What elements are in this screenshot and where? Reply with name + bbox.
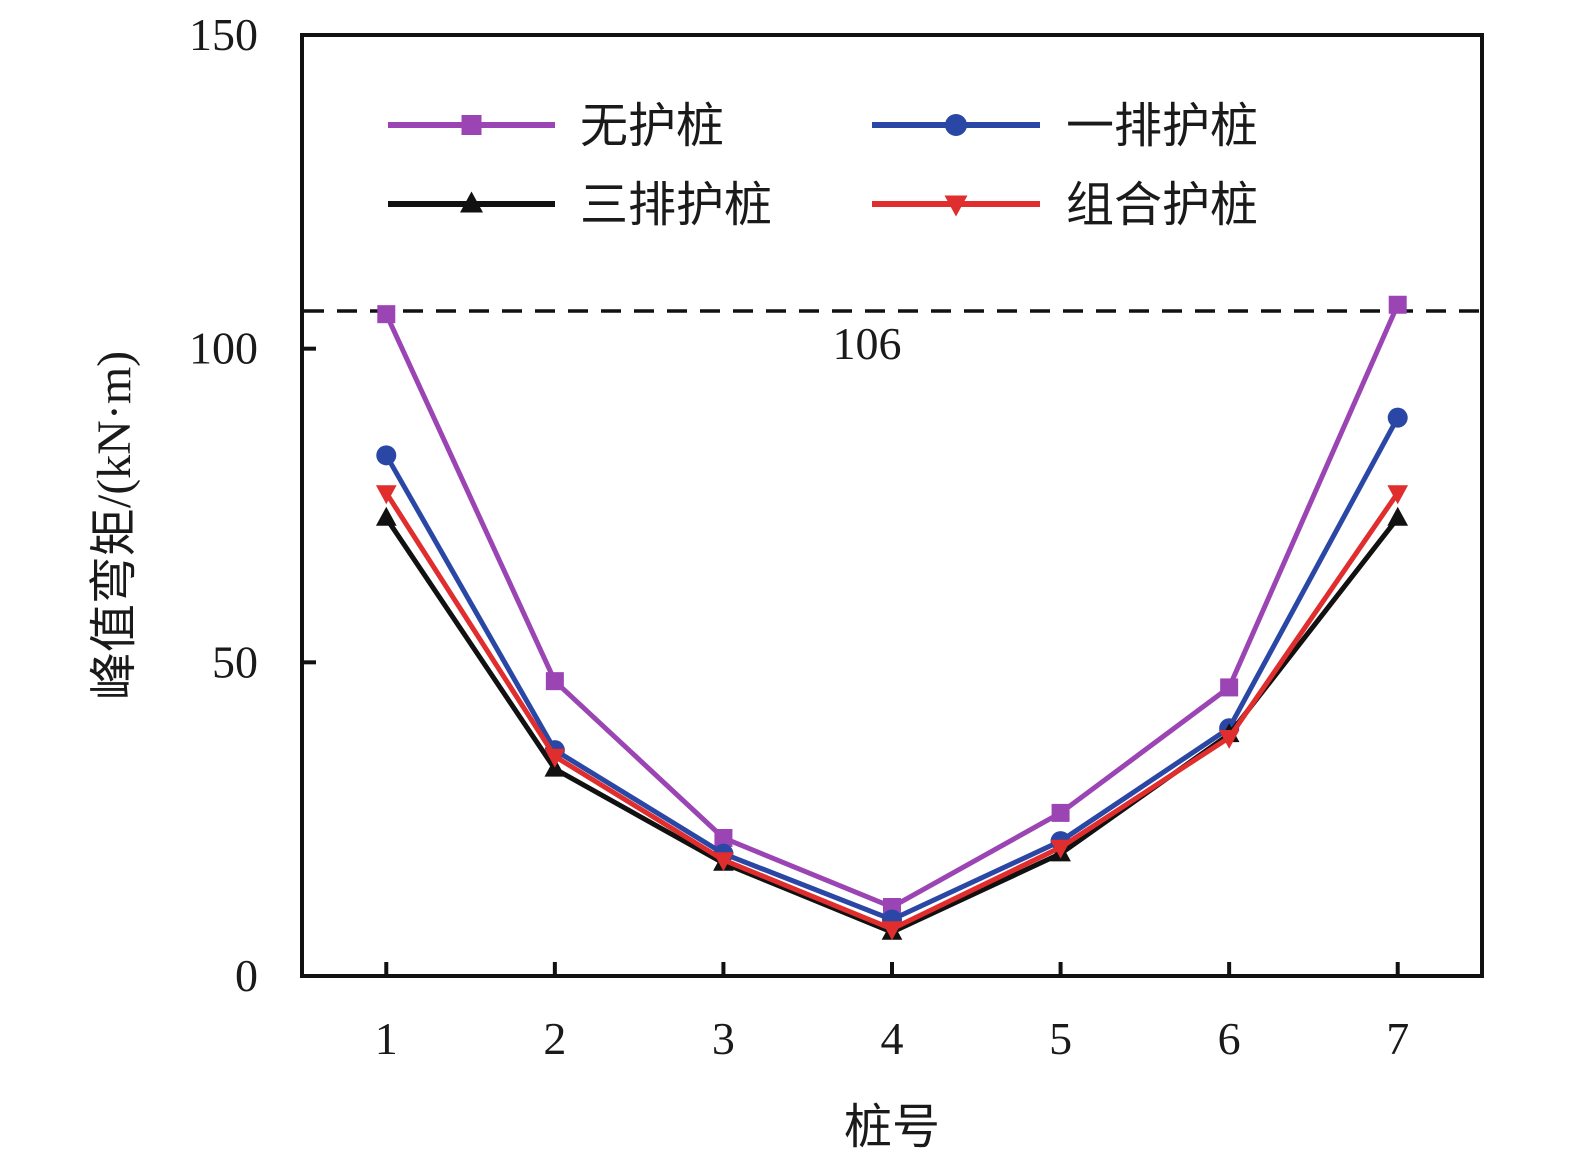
legend-marker xyxy=(461,115,482,135)
y-tick-label: 150 xyxy=(189,9,258,60)
legend-marker xyxy=(944,195,968,217)
legend-item: 无护桩 xyxy=(388,100,724,153)
legend-item: 组合护桩 xyxy=(872,179,1258,232)
x-tick-label: 5 xyxy=(1049,1013,1072,1064)
x-tick-label: 1 xyxy=(375,1013,398,1064)
y-tick-label: 0 xyxy=(235,950,258,1001)
series-2 xyxy=(376,407,1408,930)
series-line xyxy=(384,491,1400,932)
data-point xyxy=(881,921,903,941)
data-point xyxy=(1387,407,1408,428)
x-tick-label: 6 xyxy=(1218,1013,1241,1064)
data-point xyxy=(1220,678,1239,697)
x-tick-label: 7 xyxy=(1386,1013,1409,1064)
plot-frame xyxy=(300,33,1484,978)
data-point xyxy=(375,485,397,505)
legend-item: 一排护桩 xyxy=(872,100,1258,153)
data-point xyxy=(1388,295,1407,314)
x-tick-label: 2 xyxy=(543,1013,566,1064)
x-tick-label: 3 xyxy=(712,1013,735,1064)
series-line xyxy=(384,416,1400,923)
series-1 xyxy=(377,295,1407,916)
legend-label: 组合护桩 xyxy=(1066,179,1258,232)
y-axis-title: 峰值弯矩/(kN·m) xyxy=(88,351,141,700)
data-point xyxy=(1387,485,1409,505)
data-point xyxy=(544,748,566,768)
legend-marker xyxy=(460,191,483,213)
data-point xyxy=(1218,729,1240,749)
legend-item: 三排护桩 xyxy=(388,179,772,232)
data-point xyxy=(375,506,397,526)
legend-marker xyxy=(945,114,967,136)
series-line xyxy=(384,303,1401,910)
data-point xyxy=(545,672,564,691)
y-tick-label: 50 xyxy=(212,636,258,687)
y-axis-ticks: 0 50 100 150 xyxy=(189,9,316,1001)
data-point xyxy=(376,445,397,466)
data-point xyxy=(1051,803,1070,822)
data-point xyxy=(1387,506,1409,526)
x-axis-ticks: 1 2 3 4 5 6 7 xyxy=(375,962,1409,1064)
legend-label: 三排护桩 xyxy=(580,179,772,232)
data-point xyxy=(1050,839,1071,859)
legend-label: 无护桩 xyxy=(580,100,724,153)
reference-line-group: 106 xyxy=(304,309,1480,369)
data-point xyxy=(377,305,396,324)
data-point xyxy=(713,852,734,872)
reference-line-label: 106 xyxy=(833,318,902,369)
series-layer xyxy=(375,295,1409,941)
series-4 xyxy=(375,485,1409,941)
data-point xyxy=(714,828,733,847)
axes xyxy=(300,33,1484,978)
x-tick-label: 4 xyxy=(881,1013,904,1064)
y-tick-label: 100 xyxy=(189,323,258,374)
x-axis-title: 桩号 xyxy=(844,1101,940,1154)
legend-label: 一排护桩 xyxy=(1066,100,1258,153)
